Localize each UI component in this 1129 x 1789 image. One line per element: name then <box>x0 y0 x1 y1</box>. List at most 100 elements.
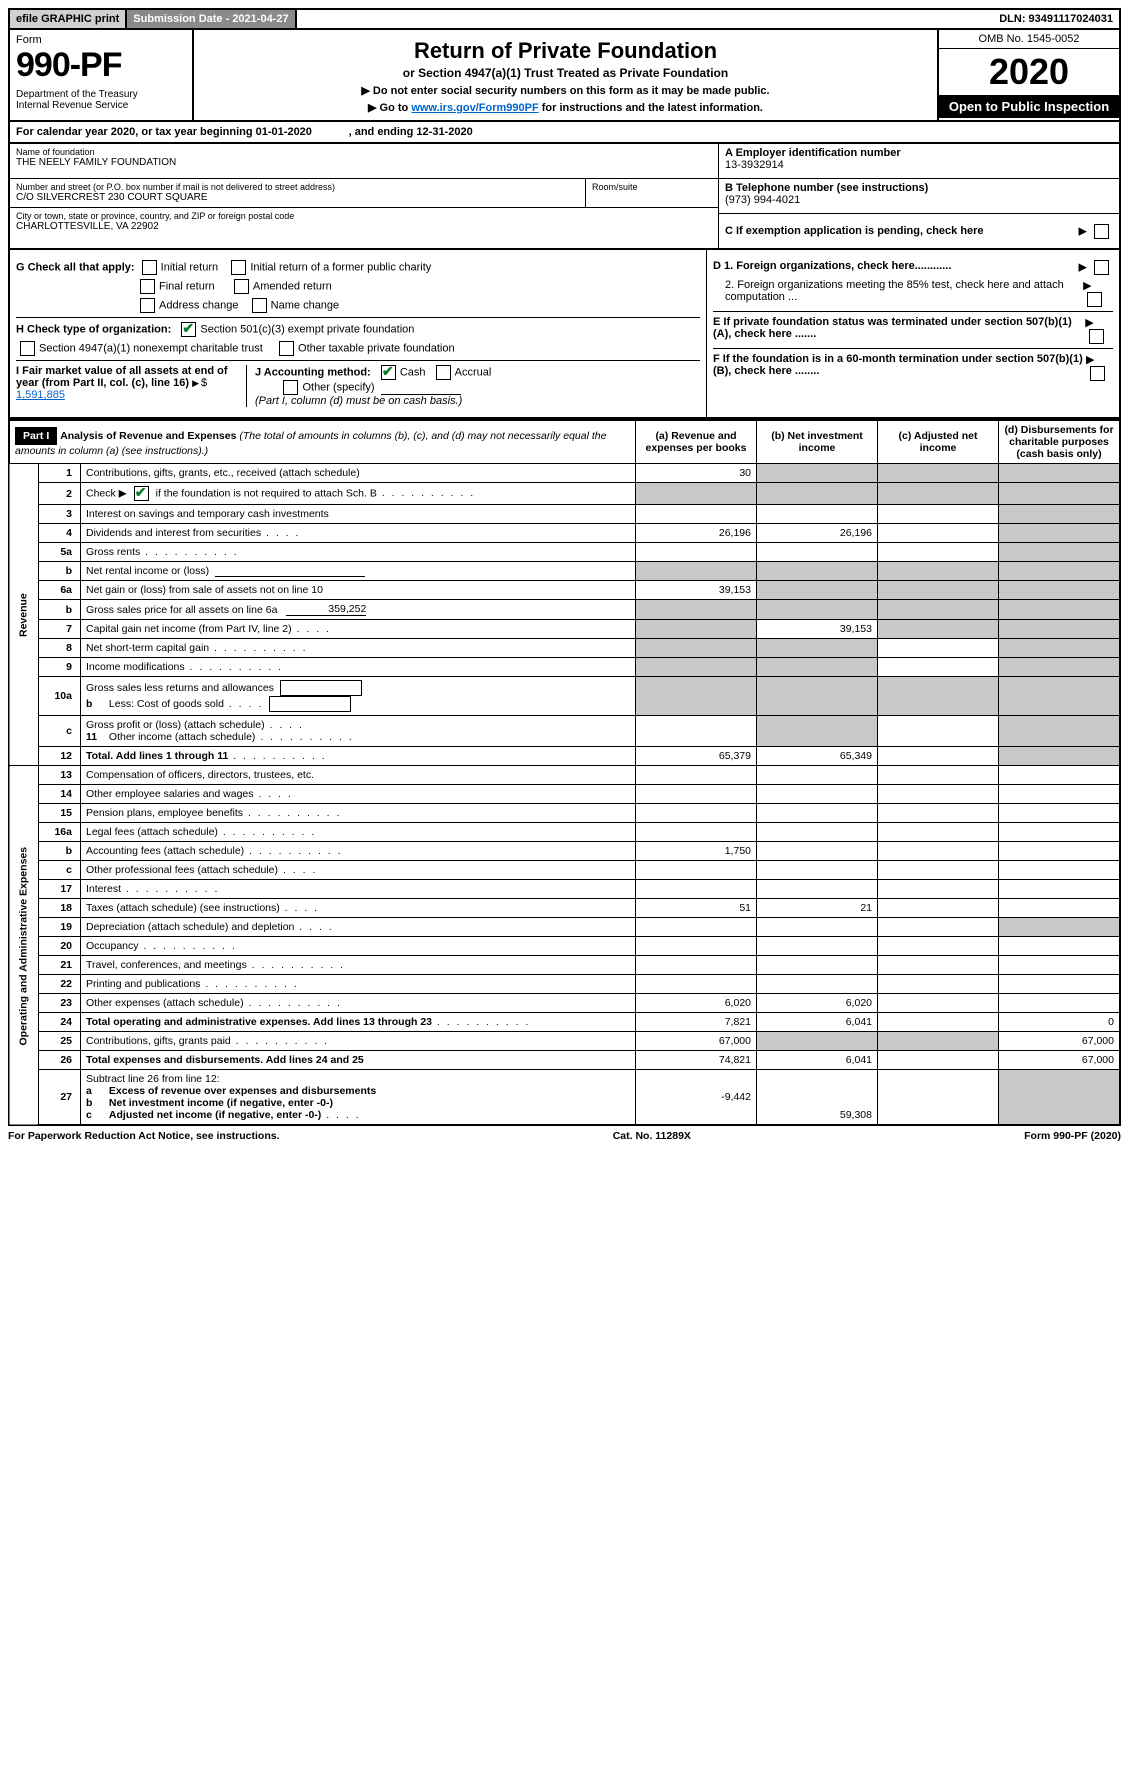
r10b-num: b <box>86 698 106 710</box>
r16c-d: Other professional fees (attach schedule… <box>86 864 278 876</box>
r22-c <box>878 975 999 994</box>
r6b-b <box>757 600 878 620</box>
r17-num: 17 <box>39 880 81 899</box>
r5b-c <box>878 562 999 581</box>
r27b-d: Net investment income (if negative, ente… <box>109 1097 333 1109</box>
cb-other-method[interactable] <box>283 380 298 395</box>
exemption-checkbox[interactable] <box>1094 224 1109 239</box>
footer-mid: Cat. No. 11289X <box>613 1130 691 1142</box>
lbl-initial-former: Initial return of a former public charit… <box>250 261 431 273</box>
r10a-c <box>878 677 999 716</box>
cb-amended[interactable] <box>234 279 249 294</box>
r21-c <box>878 956 999 975</box>
r19-d-col <box>999 918 1121 937</box>
r6b-dcol <box>999 600 1121 620</box>
part1-table: Part I Analysis of Revenue and Expenses … <box>8 419 1121 1126</box>
top-bar: efile GRAPHIC print Submission Date - 20… <box>8 8 1121 30</box>
cb-accrual[interactable] <box>436 365 451 380</box>
e-cbwrap: ▶ <box>1085 316 1113 344</box>
r15-d: Pension plans, employee benefits <box>86 807 243 819</box>
cb-addr-change[interactable] <box>140 298 155 313</box>
cb-d2[interactable] <box>1087 292 1102 307</box>
row-16b: bAccounting fees (attach schedule)1,750 <box>9 842 1120 861</box>
r26-b: 6,041 <box>757 1051 878 1070</box>
r7-a <box>636 620 757 639</box>
r14-b <box>757 785 878 804</box>
r2-a <box>636 483 757 505</box>
r2-desc: Check ▶ if the foundation is not require… <box>81 483 636 505</box>
r18-desc: Taxes (attach schedule) (see instruction… <box>81 899 636 918</box>
footer-left: For Paperwork Reduction Act Notice, see … <box>8 1130 280 1142</box>
r16a-d-col <box>999 823 1121 842</box>
row-19: 19Depreciation (attach schedule) and dep… <box>9 918 1120 937</box>
r8-desc: Net short-term capital gain <box>81 639 636 658</box>
cb-other-taxable[interactable] <box>279 341 294 356</box>
r10a-b <box>757 677 878 716</box>
r16c-desc: Other professional fees (attach schedule… <box>81 861 636 880</box>
cb-d1[interactable] <box>1094 260 1109 275</box>
r27c-c <box>878 1070 999 1126</box>
col-a-head: (a) Revenue and expenses per books <box>636 420 757 464</box>
cb-cash[interactable] <box>381 365 396 380</box>
r10a-desc: Gross sales less returns and allowances … <box>81 677 636 716</box>
r2-num: 2 <box>39 483 81 505</box>
cb-schb[interactable] <box>134 486 149 501</box>
r14-d-col <box>999 785 1121 804</box>
cb-4947[interactable] <box>20 341 35 356</box>
r2-d1: Check ▶ <box>86 487 127 499</box>
addr-cell: Number and street (or P.O. box number if… <box>10 179 586 207</box>
cb-initial-former[interactable] <box>231 260 246 275</box>
r6a-b <box>757 581 878 600</box>
r10c-a <box>636 716 757 747</box>
lbl-accrual: Accrual <box>455 366 492 378</box>
irs-link[interactable]: www.irs.gov/Form990PF <box>411 102 538 114</box>
r26-desc: Total expenses and disbursements. Add li… <box>81 1051 636 1070</box>
cb-e[interactable] <box>1089 329 1104 344</box>
open-public: Open to Public Inspection <box>939 95 1119 118</box>
r6b-d: Gross sales price for all assets on line… <box>86 604 277 616</box>
h-row2: Section 4947(a)(1) nonexempt charitable … <box>16 341 700 356</box>
info-left: Name of foundation THE NEELY FAMILY FOUN… <box>10 144 718 248</box>
r16a-b <box>757 823 878 842</box>
i-arrow <box>192 377 201 389</box>
r4-a: 26,196 <box>636 524 757 543</box>
r23-desc: Other expenses (attach schedule) <box>81 994 636 1013</box>
r25-a: 67,000 <box>636 1032 757 1051</box>
r27-d: Subtract line 26 from line 12: <box>86 1073 220 1085</box>
r6b-val: 359,252 <box>286 603 366 616</box>
r16a-a <box>636 823 757 842</box>
dept-treasury: Department of the Treasury Internal Reve… <box>16 89 186 111</box>
r9-a <box>636 658 757 677</box>
r3-a <box>636 505 757 524</box>
fmv-link[interactable]: 1,591,885 <box>16 389 65 401</box>
cb-final[interactable] <box>140 279 155 294</box>
r19-desc: Depreciation (attach schedule) and deple… <box>81 918 636 937</box>
info-right: A Employer identification number 13-3932… <box>718 144 1119 248</box>
r18-c <box>878 899 999 918</box>
lbl-4947: Section 4947(a)(1) nonexempt charitable … <box>39 342 263 354</box>
efile-print-button[interactable]: efile GRAPHIC print <box>10 10 127 28</box>
r23-d-col <box>999 994 1121 1013</box>
r2-c <box>878 483 999 505</box>
r1-desc: Contributions, gifts, grants, etc., rece… <box>81 464 636 483</box>
phone-value: (973) 994-4021 <box>725 194 1113 206</box>
r15-b <box>757 804 878 823</box>
r4-d-col <box>999 524 1121 543</box>
r13-d <box>999 766 1121 785</box>
r27-num: 27 <box>39 1070 81 1126</box>
cb-501c3[interactable] <box>181 322 196 337</box>
form-word: Form <box>16 34 186 46</box>
cb-initial-return[interactable] <box>142 260 157 275</box>
r16a-num: 16a <box>39 823 81 842</box>
r7-c <box>878 620 999 639</box>
lbl-final: Final return <box>159 280 215 292</box>
r21-num: 21 <box>39 956 81 975</box>
r25-c <box>878 1032 999 1051</box>
cb-name-change[interactable] <box>252 298 267 313</box>
cb-f[interactable] <box>1090 366 1105 381</box>
row-22: 22Printing and publications <box>9 975 1120 994</box>
r24-c <box>878 1013 999 1032</box>
phone-row: B Telephone number (see instructions) (9… <box>719 179 1119 214</box>
form-subtitle: or Section 4947(a)(1) Trust Treated as P… <box>200 66 931 80</box>
lbl-name-change: Name change <box>271 299 340 311</box>
